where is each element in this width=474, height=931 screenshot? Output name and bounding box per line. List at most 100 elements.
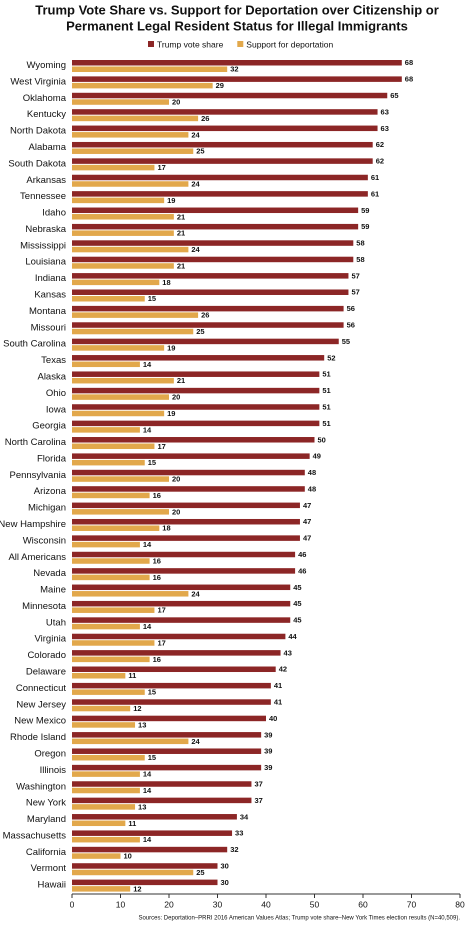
x-tick-label: 50 — [310, 899, 320, 909]
value-label: 45 — [293, 583, 301, 592]
bar — [72, 66, 228, 72]
bar — [72, 732, 262, 738]
value-label: 46 — [298, 566, 306, 575]
value-label: 16 — [153, 556, 161, 565]
bar — [72, 787, 140, 794]
bar — [72, 722, 136, 728]
legend-swatch — [148, 41, 154, 47]
value-label: 12 — [133, 884, 141, 893]
bar — [72, 295, 145, 302]
bar — [72, 617, 291, 623]
bar — [72, 230, 174, 236]
category-label: Texas — [41, 355, 66, 366]
category-label: Tennessee — [20, 191, 66, 202]
category-label: New York — [26, 798, 66, 809]
category-label: Washington — [16, 781, 66, 792]
bar — [72, 148, 194, 154]
category-label: Alaska — [37, 371, 66, 382]
bar — [72, 689, 145, 695]
bar — [72, 289, 349, 295]
bar — [72, 322, 344, 328]
category-label: Kentucky — [27, 109, 66, 120]
value-label: 24 — [191, 737, 200, 746]
bar — [72, 738, 189, 745]
category-label: California — [26, 847, 67, 858]
bar — [72, 191, 368, 197]
bar — [72, 666, 276, 673]
value-label: 24 — [191, 245, 200, 254]
bar — [72, 305, 344, 312]
bar — [72, 476, 169, 482]
bar — [72, 420, 320, 427]
value-label: 63 — [381, 107, 389, 116]
bar — [72, 459, 145, 466]
bar — [72, 715, 266, 722]
bar — [72, 437, 315, 443]
bar — [72, 797, 252, 804]
value-label: 61 — [371, 173, 379, 182]
bar — [72, 273, 349, 279]
category-label: Idaho — [42, 208, 66, 219]
bar — [72, 748, 262, 754]
x-tick-label: 20 — [164, 899, 174, 909]
bar — [72, 371, 320, 377]
bar — [72, 164, 155, 171]
value-label: 55 — [342, 337, 350, 346]
value-label: 26 — [201, 311, 209, 320]
value-label: 41 — [274, 698, 282, 707]
x-tick-label: 60 — [358, 899, 368, 909]
value-label: 61 — [371, 189, 379, 198]
bar — [72, 410, 165, 417]
value-label: 16 — [153, 573, 161, 582]
category-label: Florida — [37, 453, 67, 464]
bar — [72, 158, 373, 164]
value-label: 15 — [148, 458, 156, 467]
category-label: Indiana — [35, 273, 67, 284]
value-label: 52 — [327, 353, 335, 362]
bar — [72, 338, 339, 345]
bar — [72, 443, 155, 450]
bar — [72, 197, 165, 204]
value-label: 68 — [405, 58, 413, 67]
value-label: 10 — [124, 852, 132, 861]
bar — [72, 125, 378, 132]
bar — [72, 312, 199, 318]
bar — [72, 869, 194, 876]
bar — [72, 345, 165, 351]
bar — [72, 181, 189, 187]
value-label: 51 — [322, 402, 330, 411]
value-label: 48 — [308, 484, 316, 493]
bar — [72, 427, 140, 433]
bar — [72, 207, 359, 214]
value-label: 26 — [201, 114, 209, 123]
value-label: 14 — [143, 425, 152, 434]
category-label: Connecticut — [16, 683, 67, 694]
category-label: North Dakota — [10, 126, 67, 137]
bar — [72, 132, 189, 138]
value-label: 42 — [279, 665, 287, 674]
value-label: 30 — [221, 878, 229, 887]
value-label: 57 — [351, 288, 359, 297]
bar — [72, 853, 121, 859]
bar — [72, 76, 402, 82]
value-label: 32 — [230, 65, 238, 74]
category-label: South Carolina — [3, 339, 67, 350]
x-tick-label: 80 — [455, 899, 465, 909]
value-label: 17 — [157, 638, 165, 647]
value-label: 59 — [361, 222, 369, 231]
chart-title: Trump Vote Share vs. Support for Deporta… — [35, 2, 439, 17]
value-label: 47 — [303, 501, 311, 510]
bar — [72, 115, 199, 122]
bar — [72, 551, 296, 558]
bar — [72, 623, 140, 630]
value-label: 19 — [167, 196, 175, 205]
value-label: 21 — [177, 229, 185, 238]
value-label: 13 — [138, 802, 146, 811]
value-label: 14 — [143, 622, 152, 631]
category-label: Mississippi — [20, 240, 66, 251]
category-label: Arkansas — [26, 175, 66, 186]
bar — [72, 656, 150, 663]
value-label: 63 — [381, 124, 389, 133]
bar — [72, 518, 300, 525]
bar — [72, 574, 150, 581]
